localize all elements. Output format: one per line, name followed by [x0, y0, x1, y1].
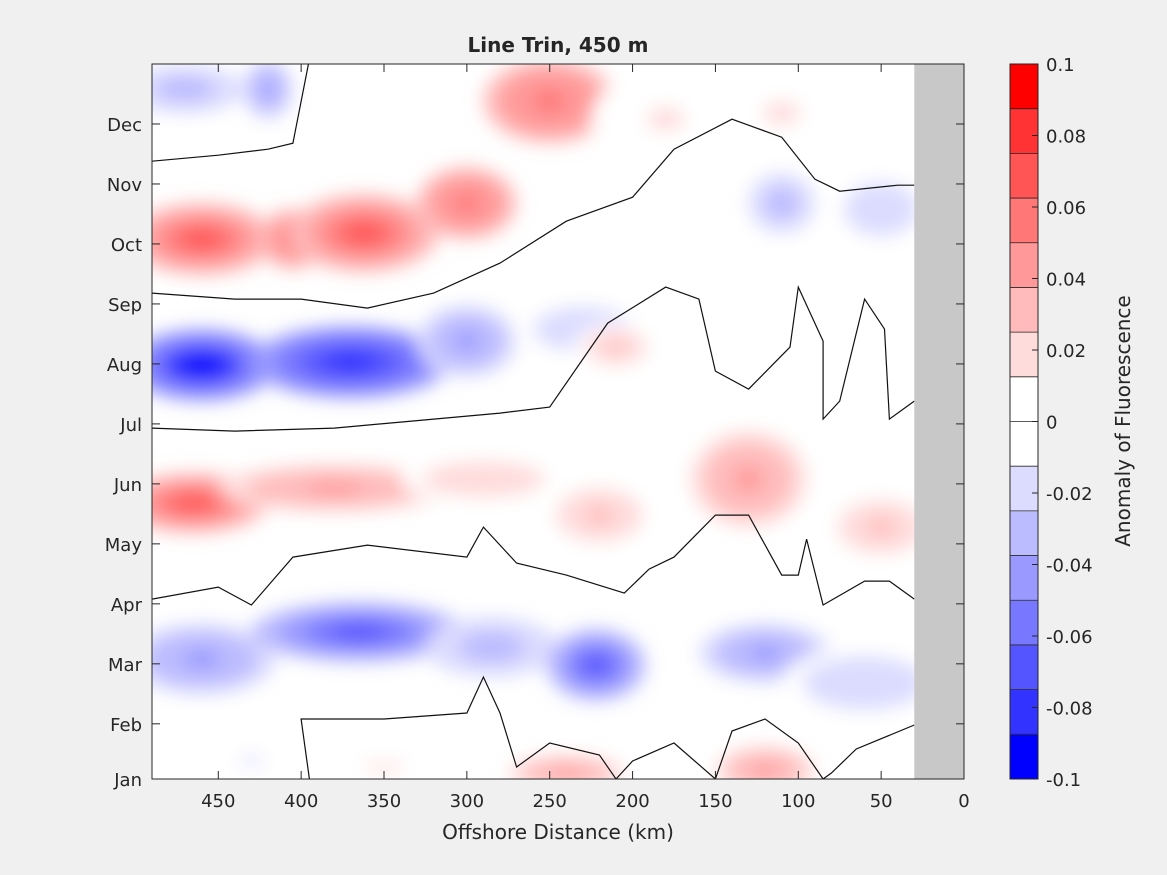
anomaly-feature-29 [781, 647, 948, 720]
anomaly-feature-3 [417, 167, 517, 240]
colorbar-block [1010, 466, 1038, 512]
colorbar-tick-label: -0.06 [1046, 627, 1093, 648]
zero-contour-4 [300, 675, 915, 779]
anomaly-feature-24 [152, 623, 277, 696]
colorbar-block [1010, 242, 1038, 288]
colorbar-block [1010, 644, 1038, 691]
colorbar: 0.1 0.08 0.06 0.04 0.02 0 -0.02 -0.04 -0.06 -0.08… [1009, 55, 1135, 791]
zero-contours [152, 64, 915, 779]
anomaly-feature-8 [243, 64, 293, 120]
no-data-region [914, 64, 964, 779]
colorbar-block [1010, 510, 1038, 557]
anomaly-feature-27 [546, 629, 646, 702]
y-tick-label: Nov [107, 175, 142, 196]
x-tick-label: 450 [201, 791, 235, 812]
x-tick-label: 150 [698, 791, 732, 812]
anomaly-feature-5 [591, 71, 741, 168]
zero-contour-2 [152, 284, 915, 432]
anomaly-field [152, 64, 948, 779]
colorbar-block [1010, 555, 1038, 601]
colorbar-tick-label: 0.04 [1046, 270, 1086, 291]
anomaly-feature-33 [201, 743, 302, 779]
y-tick-label: Oct [111, 235, 142, 256]
colorbar-tick-label: -0.04 [1046, 556, 1093, 577]
y-tick-label: Dec [107, 115, 142, 136]
anomaly-feature-6 [707, 65, 857, 162]
anomaly-feature-21 [690, 431, 807, 528]
y-tick-label: Apr [111, 595, 143, 616]
y-tick-label: Feb [110, 715, 142, 736]
colorbar-tick-label: 0.06 [1046, 198, 1086, 219]
anomaly-feature-18 [218, 464, 451, 513]
colorbar-tick-label: 0.08 [1046, 127, 1086, 148]
anomaly-feature-16 [798, 335, 931, 396]
anomaly-feature-30 [508, 755, 625, 779]
anomaly-feature-10 [831, 173, 931, 246]
x-tick-label: 0 [958, 791, 969, 812]
anomaly-feature-22 [823, 491, 940, 564]
colorbar-tick-label: 0 [1046, 413, 1057, 434]
anomaly-feature-31 [715, 746, 815, 779]
colorbar-tick-label: -0.08 [1046, 699, 1093, 720]
anomaly-feature-12 [251, 326, 451, 399]
y-tick-label: Sep [108, 295, 142, 316]
colorbar-block [1010, 198, 1038, 244]
y-tick-label: Jul [119, 415, 142, 436]
colorbar-block [1010, 421, 1038, 467]
x-axis-label: Offshore Distance (km) [442, 820, 674, 844]
y-axis: Jan Feb Mar Apr May Jun Jul Aug Sep Oct Nov Dec [105, 115, 964, 791]
y-tick-label: Aug [107, 355, 142, 376]
colorbar-block [1010, 64, 1038, 110]
x-tick-label: 50 [870, 791, 893, 812]
anomaly-feature-11 [152, 329, 277, 402]
zero-contour-1 [152, 118, 915, 309]
plot-frame [151, 63, 965, 780]
x-axis: 450 400 350 300 250 200 150 100 50 0 [201, 64, 970, 812]
colorbar-tick-label: 0.02 [1046, 341, 1086, 362]
anomaly-feature-23 [508, 401, 708, 474]
anomaly-feature-20 [541, 479, 658, 552]
colorbar-block [1010, 332, 1038, 378]
anomaly-feature-26 [425, 617, 558, 678]
colorbar-blocks [1010, 64, 1038, 780]
anomaly-feature-2 [289, 194, 439, 273]
y-tick-label: May [105, 535, 143, 556]
colorbar-block [1010, 287, 1038, 333]
colorbar-block [1010, 600, 1038, 646]
y-tick-label: Jan [113, 770, 142, 791]
colorbar-tick-label: 0.1 [1046, 55, 1075, 76]
chart-title: Line Trin, 450 m [468, 33, 649, 57]
anomaly-feature-7 [152, 65, 244, 114]
colorbar-block [1010, 689, 1038, 735]
colorbar-block [1010, 153, 1038, 199]
colorbar-label: Anomaly of Fluorescence [1111, 295, 1135, 546]
x-tick-label: 200 [615, 791, 649, 812]
x-tick-label: 400 [284, 791, 318, 812]
x-tick-label: 100 [781, 791, 815, 812]
colorbar-ticks: 0.1 0.08 0.06 0.04 0.02 0 -0.02 -0.04 -0.06 -0.08… [1032, 55, 1093, 791]
x-tick-label: 300 [450, 791, 484, 812]
colorbar-block [1010, 376, 1038, 422]
anomaly-feature-32 [301, 749, 467, 779]
anomaly-feature-0 [152, 203, 277, 276]
y-tick-label: Jun [113, 475, 142, 496]
colorbar-block [1010, 108, 1038, 154]
colorbar-block [1010, 734, 1038, 780]
anomaly-feature-9 [748, 173, 815, 234]
y-tick-label: Mar [108, 655, 143, 676]
colorbar-tick-label: -0.1 [1046, 770, 1081, 791]
zero-contour-0 [152, 64, 310, 162]
anomaly-feature-25 [251, 602, 467, 663]
anomaly-feature-4 [483, 64, 616, 144]
x-tick-label: 350 [367, 791, 401, 812]
anomaly-feature-13 [417, 305, 517, 378]
anomaly-feature-19 [400, 455, 567, 504]
zero-contour-3 [152, 514, 915, 606]
colorbar-tick-label: -0.02 [1046, 484, 1093, 505]
plot-area [152, 64, 964, 779]
anomaly-feature-15 [574, 323, 658, 372]
x-tick-label: 250 [533, 791, 567, 812]
